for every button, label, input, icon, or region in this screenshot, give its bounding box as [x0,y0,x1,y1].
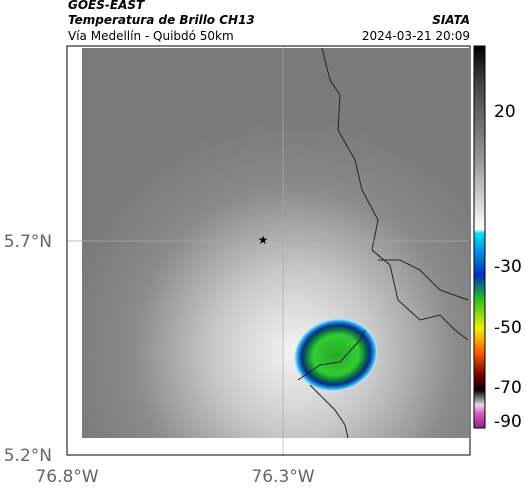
colorbar: 20 -30 -50 -70 -90 [473,45,522,432]
colorbar-tick-label: -90 [494,412,522,432]
storm-cell [294,318,378,392]
river [309,384,349,439]
colorbar-tick-label: -30 [494,257,522,277]
lon-label: 76.3°W [251,467,314,487]
satellite-image [82,48,469,438]
subtitle: Vía Medellín - Quibdó 50km [68,29,234,43]
colorbar-tick-label: -70 [494,378,522,398]
map-frame [66,45,471,456]
colorbar-tick-label: -50 [494,318,522,338]
source: GOES-EAST [68,0,145,12]
border [378,259,469,301]
river [297,329,366,381]
lat-label: 5.7°N [4,232,52,252]
map: ★ [66,45,471,456]
marker-star: ★ [258,233,269,247]
colorbar-scale [473,45,486,429]
lon-label: 76.8°W [35,467,98,487]
timestamp: 2024-03-21 20:09 [362,29,470,43]
border [321,47,469,341]
lat-label: 5.2°N [4,446,52,466]
colorbar-tick-label: 20 [494,102,516,122]
credit: SIATA [432,13,470,27]
title: Temperatura de Brillo CH13 [68,13,255,27]
